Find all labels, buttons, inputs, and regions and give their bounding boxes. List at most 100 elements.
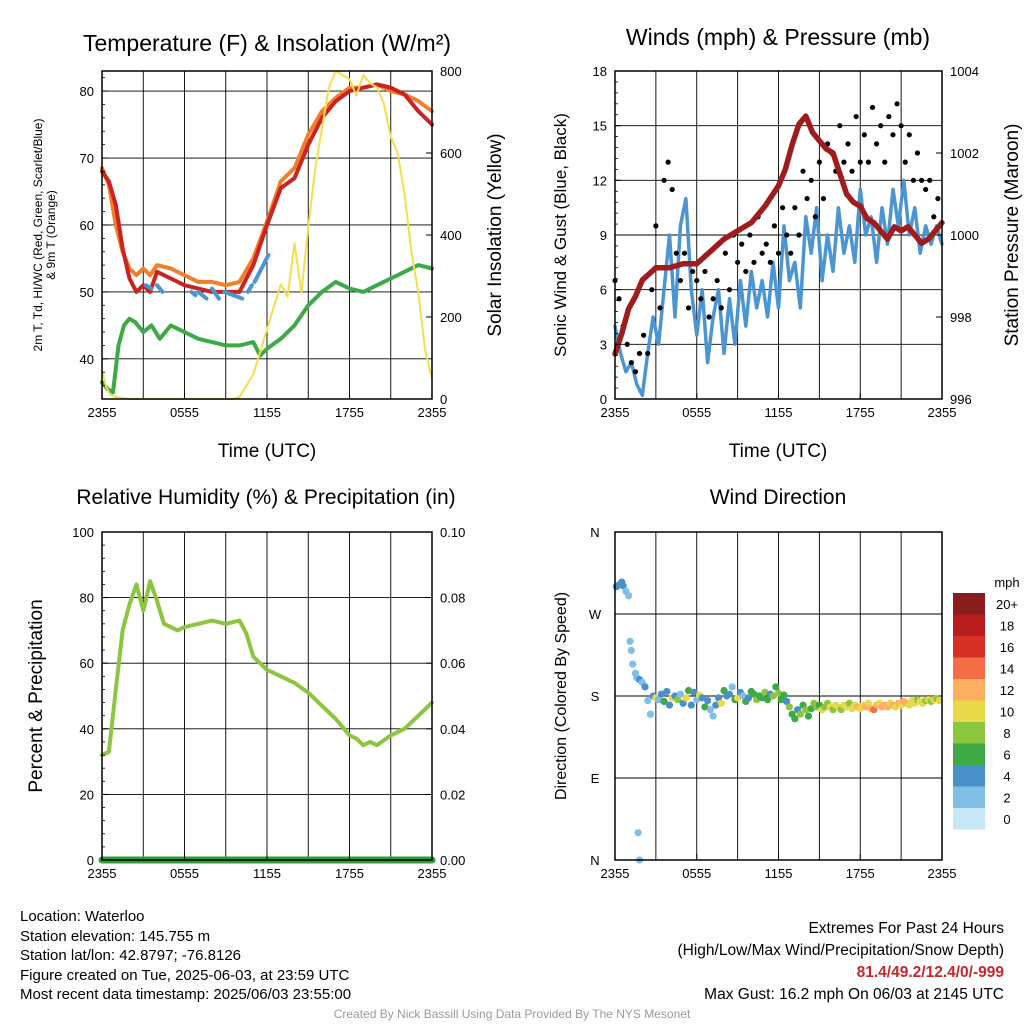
gust-point (906, 132, 912, 138)
y2-tick-label: 0.06 (440, 656, 465, 671)
gust-point (927, 177, 933, 183)
legend-label: 18 (1000, 619, 1014, 634)
y2-tick-label: 996 (950, 392, 972, 407)
legend-label: 20+ (996, 597, 1018, 612)
y-tick-label: 60 (80, 218, 94, 233)
direction-point (712, 701, 720, 709)
y-tick-label: 0 (87, 853, 94, 868)
direction-point (690, 688, 698, 696)
x-tick-label: 0555 (170, 405, 199, 420)
gust-point (902, 159, 908, 165)
gust-point (861, 132, 867, 138)
recent-timestamp: Most recent data timestamp: 2025/06/03 2… (20, 986, 352, 1003)
direction-point (698, 694, 706, 702)
gust-point (792, 205, 798, 211)
direction-point (682, 694, 690, 702)
station-location: Location: Waterloo (20, 908, 145, 925)
x-tick-label: 0555 (682, 866, 711, 881)
legend-label: 6 (1003, 748, 1010, 763)
gust-point (841, 159, 847, 165)
gust-point (685, 305, 692, 311)
y-tick-label: N (590, 525, 599, 540)
y-tick-label: 60 (80, 656, 94, 671)
y2-tick-label: 998 (950, 310, 972, 325)
legend-swatch (953, 700, 985, 722)
temperature-ylabel-line1: 2m T, Td, HI/WC (Red, Green, Scarlet/Blu… (31, 119, 45, 352)
credit-line: Created By Nick Bassill Using Data Provi… (333, 1007, 691, 1021)
x-tick-label: 1755 (846, 866, 875, 881)
legend-label: 2 (1003, 791, 1010, 806)
direction-point (780, 691, 788, 699)
legend-label: 0 (1003, 812, 1010, 827)
gust-point (677, 277, 684, 284)
extremes-info: Extremes For Past 24 Hours (High/Low/Max… (678, 918, 1005, 1006)
direction-point (772, 683, 780, 691)
direction-point (709, 712, 717, 720)
gust-point (722, 250, 728, 256)
y2-tick-label: 1000 (950, 228, 979, 243)
gust-point (743, 268, 749, 275)
y2-tick-label: 800 (440, 64, 462, 79)
direction-point (717, 699, 725, 707)
direction-point (644, 696, 652, 705)
gust-point (665, 159, 671, 165)
y-tick-label: 80 (80, 591, 94, 606)
gust-point (657, 305, 663, 311)
direction-point (626, 637, 634, 645)
gust-point (804, 195, 810, 202)
direction-point (783, 697, 791, 706)
y-tick-label: 50 (80, 285, 94, 300)
direction-point (935, 696, 943, 705)
extremes-values: 81.4/49.2/12.4/0/-999 (856, 964, 1004, 981)
gust-point (767, 259, 773, 265)
gust-point (869, 104, 876, 111)
legend-swatch (953, 614, 985, 636)
gust-point (935, 195, 941, 202)
direction-point (761, 688, 769, 696)
gust-point (714, 277, 720, 284)
figure-created: Figure created on Tue, 2025-06-03, at 23… (20, 966, 350, 984)
hiwc-line (155, 283, 165, 294)
y-tick-label: 6 (600, 283, 607, 298)
direction-point (706, 706, 714, 714)
direction-point (739, 692, 747, 700)
direction-point (627, 646, 635, 655)
gust-point (845, 141, 851, 147)
hiwc-line (210, 286, 221, 301)
gust-point (816, 159, 822, 165)
y2-tick-label: 1002 (950, 146, 979, 161)
station-latlon: Station lat/lon: 42.8797; -76.8126 (20, 947, 242, 964)
direction-point (619, 582, 627, 590)
legend-label: 8 (1003, 726, 1010, 741)
humidity-panel: Relative Humidity (%) & Precipitation (i… (26, 486, 465, 881)
legend-label: 4 (1003, 769, 1010, 784)
humidity-grid (102, 532, 432, 860)
x-tick-label: 2355 (418, 866, 447, 881)
wind-direction-panel: Wind Direction 2355 0555 1155 1755 2355NESWN… (553, 486, 1020, 881)
temperature-title: Temperature (F) & Insolation (W/m²) (83, 30, 451, 56)
direction-point (634, 829, 642, 837)
temperature-panel: Temperature (F) & Insolation (W/m²) 2355… (31, 30, 506, 462)
direction-point (802, 706, 810, 714)
station-elevation: Station elevation: 145.755 m (20, 927, 211, 945)
gust-point (710, 296, 716, 302)
gust-point (694, 277, 700, 284)
gust-point (882, 159, 888, 165)
direction-point (744, 694, 753, 702)
gust-point (739, 241, 745, 247)
speed-legend: mph 20+ 18 16 14 12 10 8 6 4 2 0 (953, 575, 1020, 830)
gust-point (759, 250, 765, 256)
hiwc-line (189, 289, 198, 298)
y2-tick-label: 0.02 (440, 787, 465, 802)
direction-point (758, 694, 766, 702)
gust-point (796, 232, 802, 238)
direction-point (674, 696, 682, 704)
extremes-heading: Extremes For Past 24 Hours (808, 920, 1004, 937)
winds-grid (615, 71, 942, 399)
hiwc-line (196, 289, 209, 301)
gust-point (874, 141, 880, 147)
temperature-y2label: Solar Insolation (Yellow) (485, 133, 506, 336)
direction-point (720, 686, 728, 695)
direction-point (791, 715, 799, 723)
x-tick-label: 1755 (335, 866, 364, 881)
